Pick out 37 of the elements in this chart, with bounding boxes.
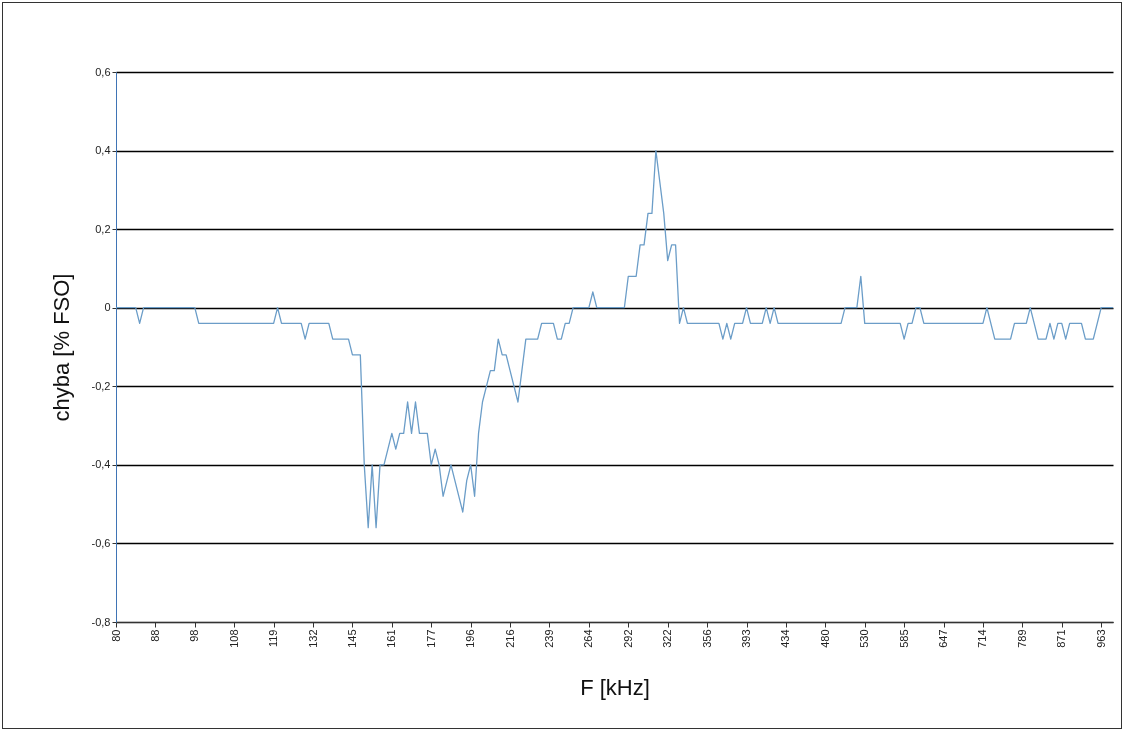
x-tick-label: 963: [1094, 629, 1107, 648]
x-tick-label: 264: [582, 629, 595, 648]
x-tick-label: 108: [227, 629, 240, 648]
y-axis-title: chyba [% FSO]: [48, 273, 74, 422]
x-tick-label: 714: [976, 629, 989, 648]
x-tick-label: 132: [306, 629, 319, 648]
x-tick-label: 356: [700, 629, 713, 648]
x-tick-label: 393: [740, 629, 753, 648]
x-tick-label: 145: [345, 629, 358, 648]
x-tick-label: 647: [937, 629, 950, 648]
x-tick-label: 585: [897, 629, 910, 648]
y-tick-label: 0,2: [95, 222, 111, 235]
x-tick-label: 161: [385, 629, 398, 648]
x-tick-label: 216: [503, 629, 516, 648]
x-tick-label: 88: [148, 629, 161, 642]
x-tick-label: 871: [1055, 629, 1068, 648]
x-tick-label: 322: [661, 629, 674, 648]
x-tick-label: 196: [464, 629, 477, 648]
y-tick-label: -0,6: [91, 536, 111, 549]
x-tick-label: 119: [267, 629, 280, 648]
y-tick-label: -0,8: [91, 615, 111, 628]
y-tick-label: -0,2: [91, 379, 111, 392]
y-tick-label: 0: [104, 301, 111, 314]
y-tick-label: 0,6: [95, 65, 111, 78]
x-tick-label: 480: [818, 629, 831, 648]
x-axis-title: F [kHz]: [580, 674, 650, 700]
x-tick-label: 80: [109, 629, 122, 642]
x-tick-label: 789: [1015, 629, 1028, 648]
x-tick-label: 98: [188, 629, 201, 642]
x-tick-label: 434: [779, 629, 792, 648]
y-tick-label: 0,4: [95, 144, 111, 157]
x-tick-label: 239: [542, 629, 555, 648]
x-tick-label: 177: [424, 629, 437, 648]
x-tick-label: 292: [621, 629, 634, 648]
line-series: [115, 149, 1114, 529]
x-tick-label: 530: [858, 629, 871, 648]
y-tick-label: -0,4: [91, 458, 111, 471]
